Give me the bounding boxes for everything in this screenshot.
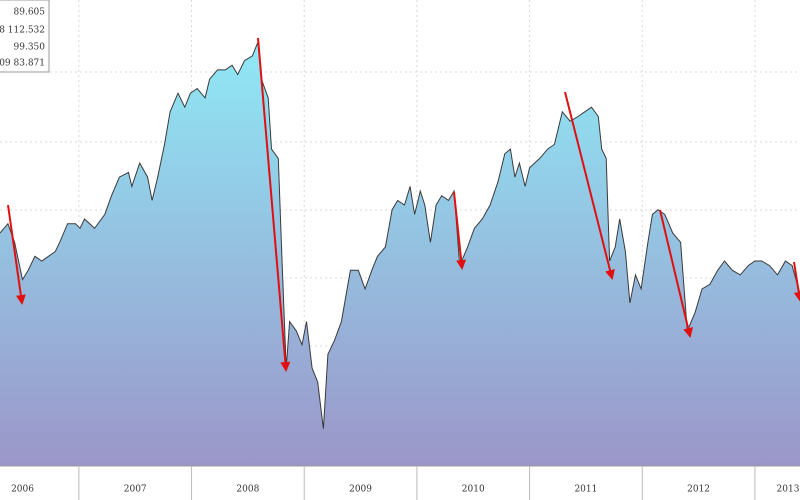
- price-line: [0, 41, 800, 429]
- arrow: [7, 204, 26, 305]
- legend-value: 99.350: [14, 43, 46, 53]
- x-tick-label: 2010: [462, 485, 485, 495]
- x-tick-label: 2011: [574, 485, 597, 495]
- legend-frame: [0, 0, 50, 73]
- x-axis-band: [0, 466, 800, 500]
- x-tick-label: 2008: [236, 485, 259, 495]
- arrow: [453, 191, 467, 270]
- annotation-arrows: [7, 37, 800, 372]
- x-tick-label: 2006: [11, 485, 34, 495]
- arrow: [793, 261, 800, 302]
- plot: [0, 41, 800, 467]
- arrow: [257, 37, 291, 372]
- arrow: [564, 91, 615, 280]
- legend-box: 89.605 /08 112.532 99.350 /09 83.871: [0, 0, 50, 73]
- arrow: [659, 209, 694, 338]
- area-fill: [0, 41, 800, 467]
- x-tick-label: 2007: [124, 485, 147, 495]
- legend-value: /09 83.871: [0, 59, 45, 69]
- x-axis-labels: 2006 2007 2008 2009 2010 2011 2012 2013: [11, 466, 800, 500]
- x-tick-label: 2013: [777, 485, 800, 495]
- x-tick-label: 2009: [349, 485, 372, 495]
- legend-value: /08 112.532: [0, 26, 45, 36]
- legend-value: 89.605: [14, 8, 46, 18]
- x-tick-label: 2012: [687, 485, 710, 495]
